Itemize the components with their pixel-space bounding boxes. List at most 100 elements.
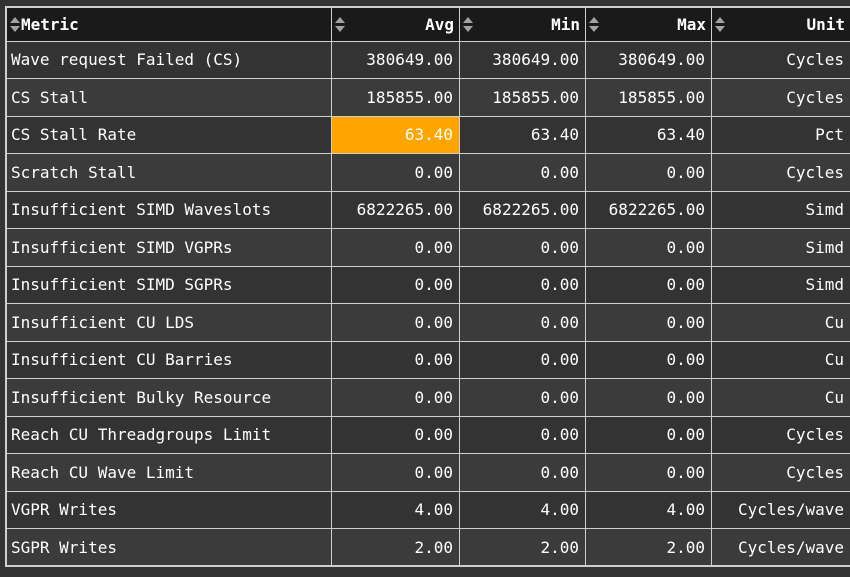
column-header-metric[interactable]: Metric <box>5 6 332 42</box>
column-header-label: Min <box>551 14 580 34</box>
cell-min: 4.00 <box>459 490 586 529</box>
cell-unit: Cu <box>711 303 850 342</box>
cell-max: 0.00 <box>585 303 712 342</box>
cell-avg: 0.00 <box>331 228 460 267</box>
cell-unit: Simd <box>711 265 850 304</box>
table-row: Insufficient CU Barries 0.00 0.00 0.00 Cu <box>5 340 850 379</box>
cell-avg: 0.00 <box>331 340 460 379</box>
column-header-avg[interactable]: Avg <box>331 6 460 42</box>
cell-max: 2.00 <box>585 528 712 567</box>
cell-unit: Pct <box>711 115 850 154</box>
cell-metric: Insufficient Bulky Resource <box>5 378 332 417</box>
sort-toggle-icon <box>335 16 345 32</box>
cell-metric: Insufficient SIMD Waveslots <box>5 190 332 229</box>
column-header-inner: Min <box>461 14 585 34</box>
column-header-inner: Metric <box>7 15 331 34</box>
cell-min: 2.00 <box>459 528 586 567</box>
column-header-inner: Unit <box>712 15 850 34</box>
column-header-min[interactable]: Min <box>459 6 586 42</box>
sort-descending-arrow-icon <box>589 25 599 32</box>
cell-unit: Simd <box>711 228 850 267</box>
sort-descending-arrow-icon <box>10 25 20 32</box>
cell-max: 63.40 <box>585 115 712 154</box>
cell-max: 0.00 <box>585 228 712 267</box>
cell-unit: Cycles <box>711 40 850 79</box>
cell-min: 6822265.00 <box>459 190 586 229</box>
cell-max: 0.00 <box>585 378 712 417</box>
table-row: CS Stall Rate 63.40 63.40 63.40 Pct <box>5 115 850 154</box>
cell-unit: Cycles <box>711 78 850 117</box>
table-row: Insufficient Bulky Resource 0.00 0.00 0.00 C… <box>5 378 850 417</box>
cell-min: 63.40 <box>459 115 586 154</box>
sort-ascending-arrow-icon <box>463 16 473 23</box>
cell-metric: CS Stall <box>5 78 332 117</box>
cell-min: 0.00 <box>459 228 586 267</box>
cell-avg: 0.00 <box>331 153 460 192</box>
table-row: Insufficient CU LDS 0.00 0.00 0.00 Cu <box>5 303 850 342</box>
table-row: Scratch Stall 0.00 0.00 0.00 Cycles <box>5 153 850 192</box>
cell-min: 0.00 <box>459 303 586 342</box>
cell-avg: 0.00 <box>331 265 460 304</box>
cell-avg: 0.00 <box>331 303 460 342</box>
column-header-max[interactable]: Max <box>585 6 712 42</box>
sort-toggle-icon <box>715 16 725 32</box>
column-header-unit[interactable]: Unit <box>711 6 850 42</box>
column-header-label: Max <box>677 14 706 34</box>
table-row: VGPR Writes 4.00 4.00 4.00 Cycles/wave <box>5 490 850 529</box>
cell-avg: 185855.00 <box>331 78 460 117</box>
table-row: CS Stall 185855.00 185855.00 185855.00 Cycle… <box>5 78 850 117</box>
cell-unit: Cycles/wave <box>711 528 850 567</box>
cell-avg: 380649.00 <box>331 40 460 79</box>
cell-unit: Cycles <box>711 153 850 192</box>
metrics-table: Metric Avg Min Max Unit Wave request Failed … <box>5 6 850 567</box>
cell-unit: Cu <box>711 378 850 417</box>
sort-toggle-icon <box>463 16 473 32</box>
cell-avg: 0.00 <box>331 378 460 417</box>
column-header-inner: Max <box>587 14 711 34</box>
cell-min: 185855.00 <box>459 78 586 117</box>
cell-metric: VGPR Writes <box>5 490 332 529</box>
cell-metric: Reach CU Wave Limit <box>5 453 332 492</box>
sort-ascending-arrow-icon <box>10 16 20 23</box>
cell-metric: Insufficient CU Barries <box>5 340 332 379</box>
cell-min: 0.00 <box>459 415 586 454</box>
cell-unit: Cycles <box>711 453 850 492</box>
cell-avg: 63.40 <box>331 115 460 154</box>
column-header-label: Metric <box>21 14 79 34</box>
cell-max: 0.00 <box>585 453 712 492</box>
header-row: Metric Avg Min Max Unit <box>5 6 850 42</box>
table-row: SGPR Writes 2.00 2.00 2.00 Cycles/wave <box>5 528 850 567</box>
table-row: Insufficient SIMD Waveslots 6822265.00 682… <box>5 190 850 229</box>
cell-unit: Cycles <box>711 415 850 454</box>
table-row: Wave request Failed (CS) 380649.00 380649.… <box>5 40 850 79</box>
cell-max: 0.00 <box>585 415 712 454</box>
cell-max: 185855.00 <box>585 78 712 117</box>
cell-metric: Insufficient SIMD SGPRs <box>5 265 332 304</box>
cell-metric: Insufficient SIMD VGPRs <box>5 228 332 267</box>
cell-min: 0.00 <box>459 378 586 417</box>
cell-max: 0.00 <box>585 265 712 304</box>
column-header-label: Avg <box>425 14 454 34</box>
cell-metric: Insufficient CU LDS <box>5 303 332 342</box>
cell-max: 6822265.00 <box>585 190 712 229</box>
column-header-inner: Avg <box>333 14 459 34</box>
cell-min: 380649.00 <box>459 40 586 79</box>
cell-avg: 6822265.00 <box>331 190 460 229</box>
table-header: Metric Avg Min Max Unit <box>5 6 850 42</box>
cell-min: 0.00 <box>459 265 586 304</box>
cell-metric: Wave request Failed (CS) <box>5 40 332 79</box>
sort-toggle-icon <box>10 16 20 32</box>
cell-metric: Reach CU Threadgroups Limit <box>5 415 332 454</box>
table-row: Reach CU Wave Limit 0.00 0.00 0.00 Cycles <box>5 453 850 492</box>
cell-max: 0.00 <box>585 153 712 192</box>
cell-avg: 0.00 <box>331 453 460 492</box>
cell-avg: 0.00 <box>331 415 460 454</box>
sort-descending-arrow-icon <box>715 25 725 32</box>
cell-unit: Cu <box>711 340 850 379</box>
cell-unit: Cycles/wave <box>711 490 850 529</box>
cell-metric: Scratch Stall <box>5 153 332 192</box>
cell-min: 0.00 <box>459 453 586 492</box>
sort-ascending-arrow-icon <box>589 16 599 23</box>
cell-metric: SGPR Writes <box>5 528 332 567</box>
sort-toggle-icon <box>589 16 599 32</box>
